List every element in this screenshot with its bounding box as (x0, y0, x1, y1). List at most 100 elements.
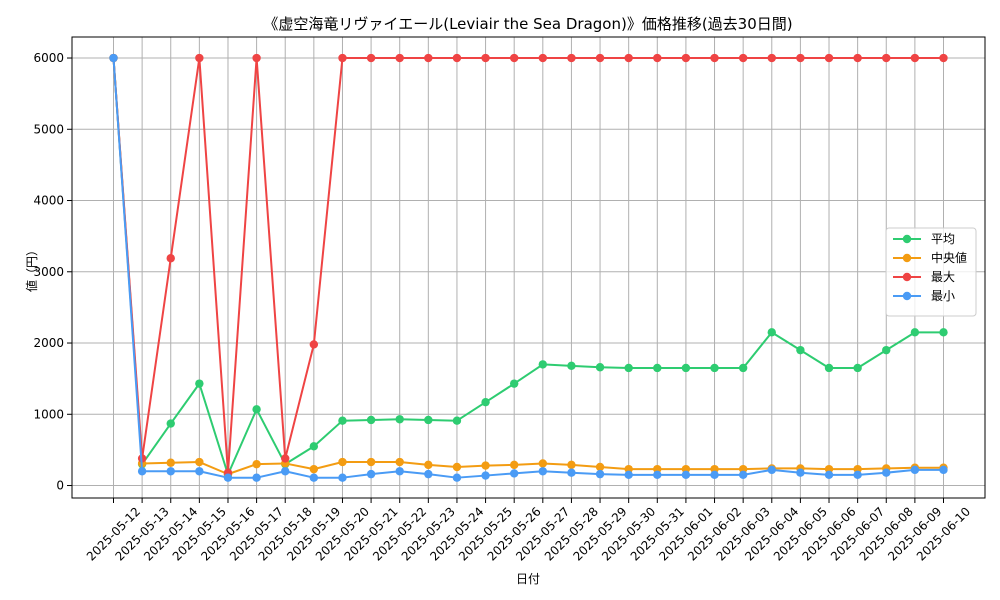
legend-swatch-marker (902, 291, 912, 301)
min-point (910, 465, 920, 475)
min-point (309, 473, 319, 482)
max-point (481, 53, 490, 63)
max-point (395, 53, 404, 63)
y-tick-label: 1000 (33, 407, 64, 421)
min-point (939, 465, 948, 475)
min-point (395, 467, 404, 476)
max-point (939, 53, 948, 63)
average-point (309, 442, 319, 451)
median-point (595, 462, 605, 472)
average-point (710, 363, 719, 373)
min-point (109, 53, 118, 63)
average-point (681, 363, 691, 373)
legend-item-max: 最大 (893, 270, 955, 284)
series-average (109, 53, 948, 479)
average-point (824, 363, 834, 373)
min-point (195, 467, 204, 476)
average-point (882, 345, 891, 355)
max-point (195, 53, 204, 63)
min-point (710, 470, 719, 480)
average-point (767, 328, 776, 337)
legend-label-min: 最小 (931, 289, 955, 303)
average-point (796, 345, 805, 355)
max-point (910, 53, 920, 63)
min-point (137, 467, 147, 476)
min-point (538, 467, 548, 476)
plot-area (72, 37, 985, 498)
min-point (767, 465, 776, 475)
min-point (681, 470, 691, 480)
max-point (366, 53, 376, 63)
average-point (910, 328, 920, 337)
average-point (481, 397, 490, 407)
max-point (624, 53, 633, 63)
median-point (338, 457, 347, 467)
y-tick-label: 0 (56, 479, 64, 493)
average-point (366, 415, 376, 425)
legend-item-min: 最小 (893, 289, 955, 303)
average-point (538, 360, 548, 369)
max-point (767, 53, 776, 63)
min-point (366, 469, 376, 479)
max-point (166, 254, 175, 263)
legend-label-average: 平均 (931, 232, 955, 246)
min-point (796, 468, 805, 477)
median-point (509, 460, 519, 470)
max-point (710, 53, 719, 63)
max-point (853, 53, 862, 63)
max-point (538, 53, 548, 63)
average-point (653, 363, 662, 373)
series-min-line (112, 57, 945, 479)
y-axis: 0 1000 2000 3000 4000 5000 6000 (33, 51, 72, 493)
min-point (281, 467, 290, 476)
min-point (481, 471, 490, 480)
average-point (195, 379, 204, 388)
average-point (939, 328, 948, 337)
legend-swatch-marker (902, 253, 912, 263)
y-tick-label: 4000 (33, 194, 64, 208)
y-tick-label: 2000 (33, 336, 64, 350)
average-point (738, 363, 748, 373)
max-point (252, 53, 261, 63)
series-layer (109, 53, 948, 482)
legend-swatch-marker (902, 234, 912, 244)
max-point (738, 53, 748, 63)
average-point (452, 416, 462, 425)
min-point (595, 469, 605, 479)
y-tick-label: 5000 (33, 122, 64, 136)
legend-label-max: 最大 (931, 270, 955, 284)
legend-item-median: 中央値 (893, 250, 967, 265)
min-point (824, 470, 834, 480)
series-median-line (112, 57, 945, 476)
max-point (882, 53, 891, 63)
legend-label-median: 中央値 (931, 250, 967, 265)
average-point (595, 363, 605, 372)
min-point (624, 470, 633, 480)
average-point (252, 405, 261, 414)
median-point (395, 457, 404, 467)
max-point (452, 53, 462, 63)
median-point (309, 464, 319, 474)
y-tick-label: 3000 (33, 265, 64, 279)
average-point (338, 416, 347, 425)
min-point (509, 469, 519, 478)
y-axis-label: 値（円） (24, 244, 39, 292)
max-point (509, 53, 519, 63)
max-point (796, 53, 805, 63)
max-point (681, 53, 691, 63)
average-point (424, 415, 433, 425)
min-point (338, 473, 347, 482)
plot-frame (71, 36, 986, 499)
min-point (567, 468, 576, 477)
median-point (366, 457, 376, 467)
min-point (252, 473, 261, 482)
average-point (509, 379, 519, 388)
series-average-line (112, 57, 945, 476)
max-point (567, 53, 576, 63)
min-point (882, 468, 891, 477)
max-point (309, 340, 319, 349)
legend-swatch-marker (902, 272, 912, 282)
min-point (452, 473, 462, 482)
